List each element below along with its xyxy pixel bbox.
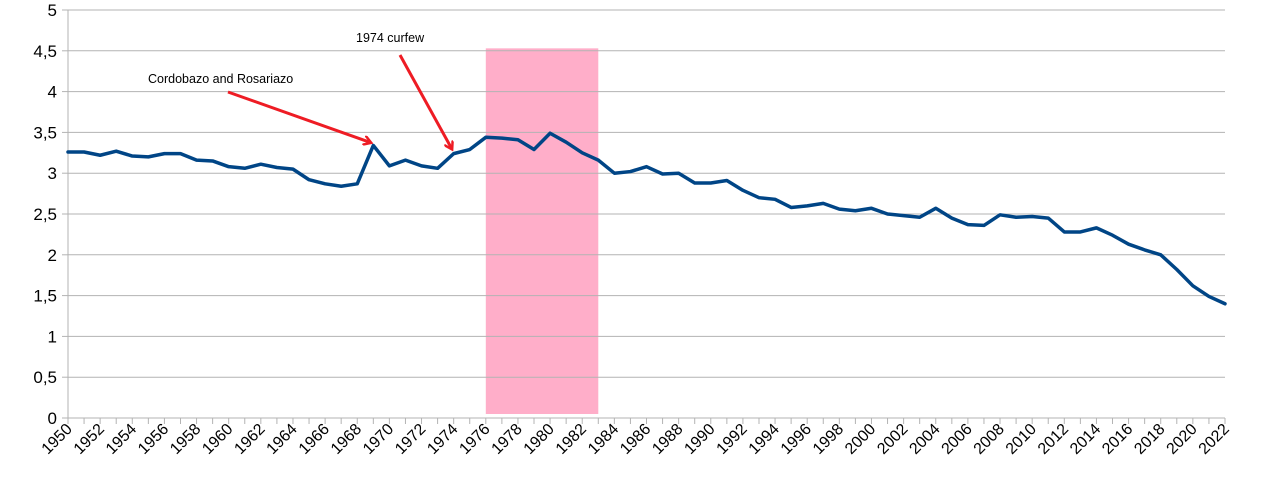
x-tick-label: 1976 bbox=[456, 421, 493, 458]
x-tick-label: 1990 bbox=[681, 421, 718, 458]
annotation-label: 1974 curfew bbox=[356, 31, 425, 45]
x-tick-label: 1974 bbox=[424, 421, 461, 458]
annotation-arrow bbox=[227, 90, 370, 142]
x-tick-label: 2022 bbox=[1196, 421, 1233, 458]
x-tick-label: 1964 bbox=[264, 421, 301, 458]
y-tick-label: 1,5 bbox=[33, 287, 57, 306]
x-tick-label: 2000 bbox=[842, 421, 879, 458]
x-tick-label: 2008 bbox=[971, 421, 1008, 458]
x-tick-label: 2012 bbox=[1035, 421, 1072, 458]
y-tick-label: 1 bbox=[48, 327, 57, 346]
x-tick-label: 2010 bbox=[1003, 421, 1040, 458]
x-tick-label: 1996 bbox=[778, 421, 815, 458]
x-tick-label: 1956 bbox=[135, 421, 172, 458]
x-tick-label: 1992 bbox=[714, 421, 751, 458]
x-tick-label: 1984 bbox=[585, 421, 622, 458]
x-tick-label: 2004 bbox=[906, 421, 943, 458]
y-tick-label: 4,5 bbox=[33, 42, 57, 61]
series-line bbox=[66, 131, 1227, 306]
x-tick-label: 1994 bbox=[746, 421, 783, 458]
annotation-arrow bbox=[398, 54, 452, 149]
x-tick-label: 2020 bbox=[1164, 421, 1201, 458]
x-tick-label: 1954 bbox=[103, 421, 140, 458]
annotation-label: Cordobazo and Rosariazo bbox=[148, 72, 293, 86]
x-tick-label: 1968 bbox=[328, 421, 365, 458]
y-tick-label: 5 bbox=[48, 1, 57, 20]
x-tick-label: 1966 bbox=[296, 421, 333, 458]
x-tick-label: 2016 bbox=[1099, 421, 1136, 458]
x-tick-label: 1980 bbox=[521, 421, 558, 458]
x-tick-label: 2014 bbox=[1067, 421, 1104, 458]
x-tick-label: 1988 bbox=[649, 421, 686, 458]
x-tick-label: 2002 bbox=[874, 421, 911, 458]
x-tick-label: 1978 bbox=[489, 421, 526, 458]
x-tick-label: 2018 bbox=[1131, 421, 1168, 458]
shaded-region bbox=[485, 48, 599, 415]
y-tick-label: 0 bbox=[48, 409, 57, 428]
x-tick-label: 1950 bbox=[39, 421, 76, 458]
y-tick-label: 3,5 bbox=[33, 123, 57, 142]
x-tick-label: 1960 bbox=[199, 421, 236, 458]
x-tick-label: 1962 bbox=[231, 421, 268, 458]
x-tick-label: 1958 bbox=[167, 421, 204, 458]
y-tick-label: 2 bbox=[48, 246, 57, 265]
x-tick-label: 1972 bbox=[392, 421, 429, 458]
x-tick-label: 2006 bbox=[939, 421, 976, 458]
x-tick-label: 1952 bbox=[71, 421, 108, 458]
y-tick-label: 3 bbox=[48, 164, 57, 183]
x-tick-label: 1970 bbox=[360, 421, 397, 458]
y-tick-label: 2,5 bbox=[33, 205, 57, 224]
x-tick-label: 1982 bbox=[553, 421, 590, 458]
y-tick-label: 4 bbox=[48, 83, 57, 102]
y-tick-label: 0,5 bbox=[33, 368, 57, 387]
x-tick-label: 1986 bbox=[617, 421, 654, 458]
x-tick-label: 1998 bbox=[810, 421, 847, 458]
